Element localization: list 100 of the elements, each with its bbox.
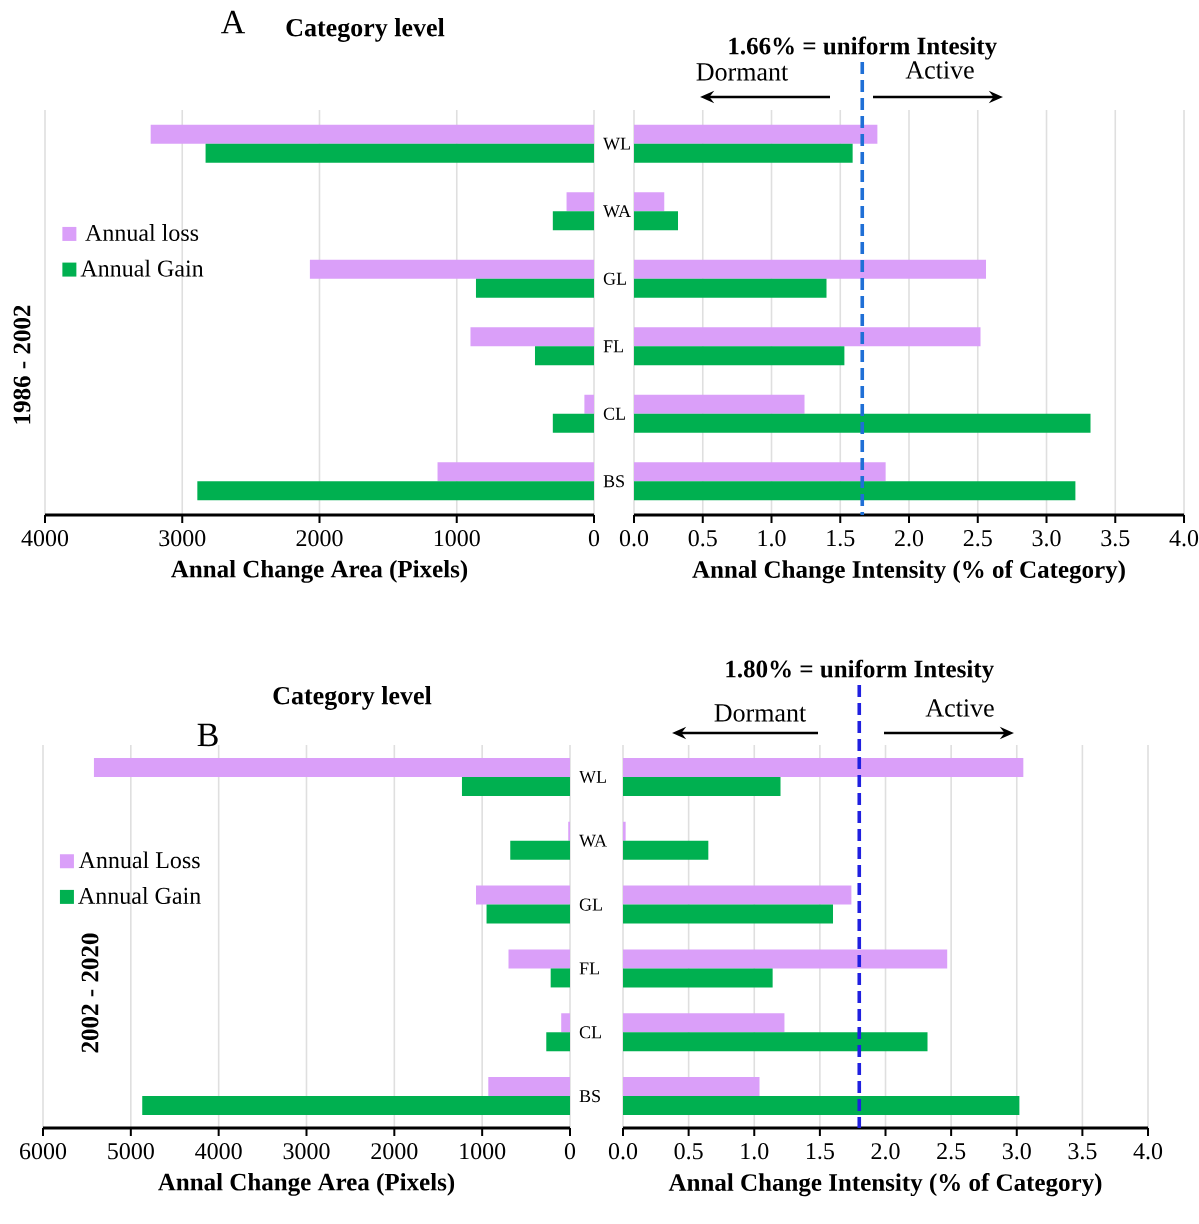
bar bbox=[550, 968, 570, 988]
bar bbox=[623, 968, 773, 988]
y-axis-title: 1986 - 2002 bbox=[13, 305, 31, 424]
bar bbox=[461, 776, 570, 796]
bar bbox=[552, 211, 594, 231]
x-tick-label: 2.5 bbox=[963, 530, 992, 547]
bar bbox=[470, 327, 594, 347]
bar bbox=[634, 394, 805, 414]
bar bbox=[584, 394, 594, 414]
x-tick-label: 1000 bbox=[434, 530, 480, 547]
bar bbox=[634, 211, 679, 231]
bar bbox=[475, 278, 594, 298]
x-tick-label: 3000 bbox=[159, 530, 206, 547]
x-tick-label: 2000 bbox=[296, 530, 343, 547]
bar bbox=[552, 413, 594, 433]
bar bbox=[634, 462, 886, 482]
y-tick-label: WA bbox=[603, 205, 631, 218]
legend-label: Annual Gain bbox=[80, 259, 204, 277]
x-tick-label: 0.5 bbox=[688, 530, 717, 547]
bar bbox=[561, 1013, 570, 1033]
x-tick-label: 2.0 bbox=[895, 530, 924, 547]
bar bbox=[508, 949, 570, 969]
x-tick-label: 2000 bbox=[371, 1143, 418, 1160]
y-tick-label: FL bbox=[603, 340, 623, 353]
y-tick-label: CL bbox=[579, 1026, 601, 1039]
bar bbox=[205, 143, 594, 163]
ref-line-label: 1.80% = uniform Intesity bbox=[726, 659, 994, 683]
chart-title: Category level bbox=[286, 18, 445, 42]
legend-label: Annual loss bbox=[85, 224, 199, 241]
x-axis-title: Annal Change Intensity (% of Category) bbox=[668, 1173, 1102, 1197]
y-tick-label: WL bbox=[603, 137, 630, 150]
bar bbox=[534, 346, 594, 366]
bar bbox=[309, 259, 594, 279]
bar bbox=[634, 259, 987, 279]
x-axis-title: Annal Change Intensity (% of Category) bbox=[692, 560, 1125, 584]
bar bbox=[488, 1077, 570, 1097]
bar bbox=[546, 1032, 570, 1052]
bar bbox=[197, 481, 594, 501]
x-tick-label: 3.5 bbox=[1068, 1143, 1097, 1160]
bar bbox=[623, 1096, 1020, 1116]
bar bbox=[634, 327, 981, 347]
bar bbox=[623, 904, 834, 924]
x-tick-label: 4.0 bbox=[1169, 530, 1199, 547]
y-tick-label: FL bbox=[579, 962, 599, 975]
x-tick-label: 3.5 bbox=[1101, 530, 1130, 547]
x-tick-label: 4.0 bbox=[1133, 1143, 1163, 1160]
y-tick-label: BS bbox=[579, 1090, 600, 1103]
x-tick-label: 3000 bbox=[283, 1143, 330, 1160]
x-tick-label: 1.5 bbox=[827, 530, 855, 547]
x-tick-label: 1.0 bbox=[741, 1143, 769, 1160]
x-tick-label: 3.0 bbox=[1002, 1143, 1031, 1160]
bar bbox=[623, 840, 709, 860]
x-tick-label: 0.0 bbox=[608, 1143, 638, 1160]
bar bbox=[437, 462, 594, 482]
bar bbox=[623, 776, 781, 796]
bar bbox=[623, 949, 948, 969]
y-tick-label: CL bbox=[603, 407, 625, 420]
bar bbox=[93, 757, 570, 777]
bar bbox=[623, 1013, 785, 1033]
bar bbox=[510, 840, 570, 860]
legend-label: Annual Gain bbox=[78, 887, 201, 904]
y-tick-label: WA bbox=[579, 834, 607, 847]
annotation: B bbox=[197, 723, 218, 747]
y-tick-label: GL bbox=[579, 898, 602, 911]
y-tick-label: GL bbox=[603, 272, 626, 285]
bar bbox=[142, 1096, 570, 1116]
x-tick-label: 2.5 bbox=[937, 1143, 966, 1160]
x-tick-label: 5000 bbox=[108, 1143, 154, 1160]
y-tick-label: WL bbox=[579, 770, 606, 783]
bar bbox=[566, 192, 594, 212]
bar bbox=[623, 885, 852, 905]
chart-title: Category level bbox=[273, 686, 432, 710]
x-tick-label: 1000 bbox=[460, 1143, 506, 1160]
bar bbox=[623, 1077, 760, 1097]
y-tick-label: BS bbox=[603, 475, 624, 488]
x-tick-label: 6000 bbox=[20, 1143, 67, 1160]
legend-label: Annual Loss bbox=[78, 851, 200, 869]
x-tick-label: 2.0 bbox=[871, 1143, 900, 1160]
bar bbox=[634, 278, 827, 298]
bar bbox=[634, 192, 665, 212]
x-tick-label: 3.0 bbox=[1032, 530, 1061, 547]
x-tick-label: 1.5 bbox=[806, 1143, 834, 1160]
x-axis-title: Annal Change Area (Pixels) bbox=[171, 560, 468, 583]
bar bbox=[634, 143, 853, 163]
bar bbox=[476, 885, 570, 905]
bar bbox=[634, 124, 878, 144]
bar bbox=[634, 346, 845, 366]
text: Dormant bbox=[696, 63, 789, 81]
bar bbox=[486, 904, 570, 924]
ref-line-label: 1.66% = uniform Intesity bbox=[729, 36, 997, 60]
text: A bbox=[221, 10, 246, 34]
x-tick-label: 4000 bbox=[21, 530, 69, 547]
bar bbox=[623, 757, 1024, 777]
bar bbox=[634, 413, 1091, 433]
bar bbox=[150, 124, 594, 144]
bar bbox=[623, 1032, 928, 1052]
bar bbox=[623, 821, 626, 841]
x-tick-label: 0.0 bbox=[619, 530, 649, 547]
text: Active bbox=[925, 699, 994, 717]
y-axis-title: 2002 - 2020 bbox=[81, 933, 99, 1053]
